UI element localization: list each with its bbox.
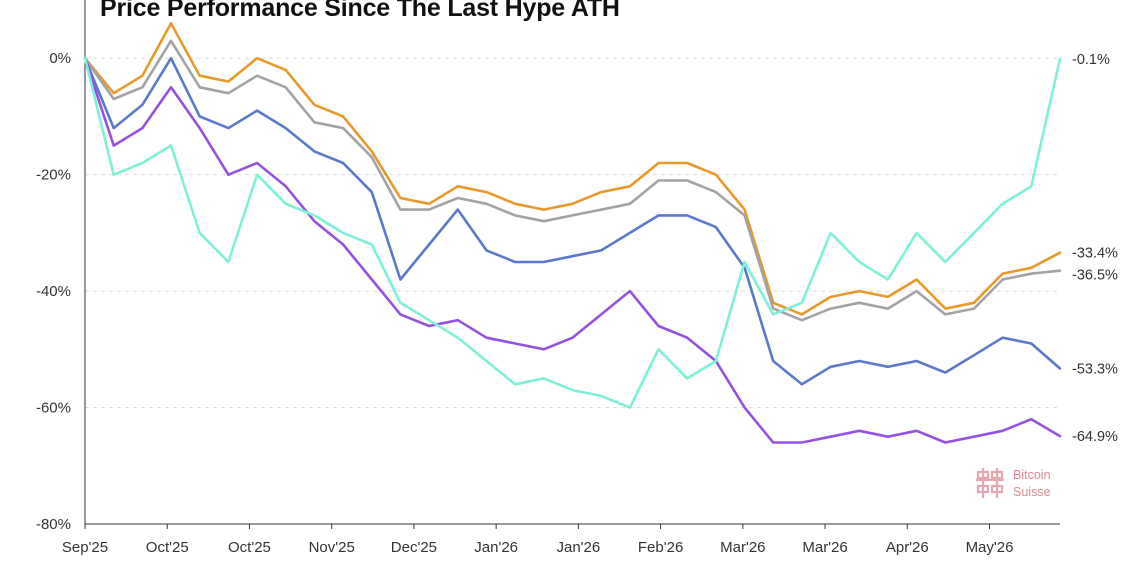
x-tick-label: Feb'26 [638,539,683,556]
bitcoin-suisse-logo-icon [976,468,1004,498]
end-label-3: -64.9% [1072,429,1118,445]
bitcoin-suisse-logo: Bitcoin Suisse [976,468,1051,499]
axes [84,0,1060,529]
end-label-2: -53.3% [1072,362,1118,378]
x-tick-label: Jan'26 [474,539,518,556]
x-tick-label: Mar'26 [720,539,765,556]
series-lines [83,22,1062,444]
x-tick-label: Dec'25 [391,539,437,556]
series-line-1 [83,39,1062,322]
x-tick-label: Jan'26 [557,539,601,556]
end-label-4: -0.1% [1072,52,1110,68]
x-tick-label: Oct'25 [228,539,271,556]
x-tick-label: Sep'25 [62,539,108,556]
y-tick-labels: 0% -20% -40% -60% -80% [36,50,71,533]
x-tick-label: May'26 [966,539,1014,556]
y-tick-label: -20% [36,167,71,184]
y-tick-label: -40% [36,283,71,300]
x-tick-label: Mar'26 [802,539,847,556]
end-label-1: -36.5% [1072,268,1118,284]
series-line-0 [83,22,1062,316]
series-line-2 [83,56,1062,386]
chart-title: Price Performance Since The Last Hype AT… [100,0,620,22]
x-tick-labels: Sep'25 Oct'25 Oct'25 Nov'25 Dec'25 Jan'26 Jan'… [62,539,1014,556]
end-labels: -33.4% -36.5% -53.3% -64.9% -0.1% [1072,52,1118,445]
series-line-4 [83,56,1062,409]
end-label-0: -33.4% [1072,246,1118,262]
x-tick-label: Nov'25 [309,539,355,556]
y-tick-label: 0% [49,50,71,67]
grid-lines [85,57,1060,409]
logo-line1: Bitcoin [1013,468,1051,482]
logo-line2: Suisse [1013,485,1051,499]
x-tick-label: Oct'25 [146,539,189,556]
y-tick-label: -60% [36,400,71,417]
x-tick-label: Apr'26 [886,539,929,556]
series-line-3 [83,56,1062,444]
y-tick-label: -80% [36,516,71,533]
